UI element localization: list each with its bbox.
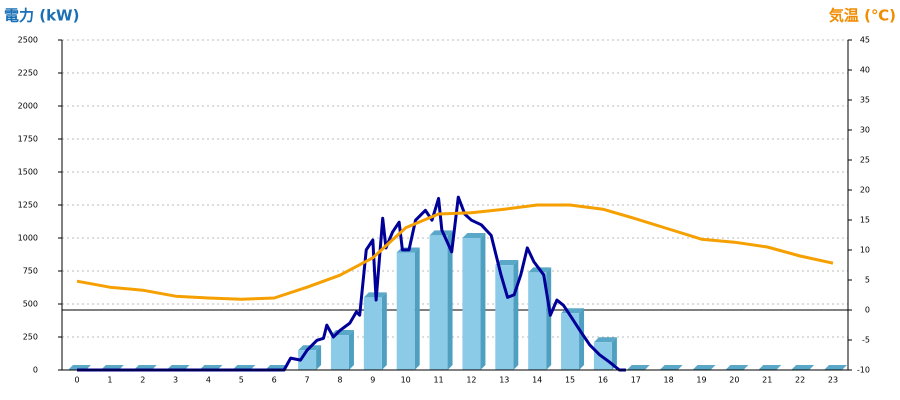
x-tick-label: 14 bbox=[532, 376, 542, 385]
bar-side bbox=[348, 330, 354, 370]
y2-axis-title: 気温 (℃) bbox=[829, 7, 896, 25]
bar-side bbox=[381, 292, 387, 370]
bar-front bbox=[495, 265, 514, 370]
x-tick-label: 15 bbox=[565, 376, 575, 385]
y2-tick-label: 35 bbox=[860, 96, 870, 105]
bar-front bbox=[462, 238, 481, 370]
bar bbox=[758, 365, 782, 370]
y2-tick-label: 0 bbox=[865, 306, 870, 315]
y2-tick-label: -5 bbox=[862, 336, 870, 345]
y2-tick-label: 40 bbox=[860, 66, 870, 75]
bar bbox=[626, 365, 650, 370]
y2-tick-label: 45 bbox=[860, 36, 870, 45]
bar bbox=[528, 267, 552, 370]
x-tick-label: 22 bbox=[795, 376, 805, 385]
y2-tick-label: 5 bbox=[865, 276, 870, 285]
y-tick-label: 500 bbox=[23, 300, 38, 309]
bar-front bbox=[396, 252, 415, 370]
x-tick-label: 17 bbox=[631, 376, 641, 385]
temperature-line bbox=[76, 203, 834, 301]
bar-top bbox=[824, 365, 847, 370]
bar-top bbox=[659, 365, 683, 370]
x-tick-label: 13 bbox=[499, 376, 509, 385]
y2-tick-label: -10 bbox=[857, 366, 870, 375]
x-tick-label: 21 bbox=[762, 376, 772, 385]
bar bbox=[330, 330, 354, 370]
bar-front bbox=[429, 235, 448, 370]
bar-side bbox=[611, 337, 617, 370]
y-axis-title: 電力 (kW) bbox=[4, 7, 79, 25]
y2-tick-label: 15 bbox=[860, 216, 870, 225]
bar-front bbox=[561, 313, 580, 370]
bar-side bbox=[579, 308, 585, 370]
y-tick-label: 2000 bbox=[18, 102, 38, 111]
bar bbox=[429, 230, 453, 370]
x-tick-label: 19 bbox=[696, 376, 706, 385]
bar-top bbox=[791, 365, 815, 370]
x-tick-label: 7 bbox=[305, 376, 310, 385]
y2-tick-label: 30 bbox=[860, 126, 870, 135]
bar-side bbox=[546, 267, 552, 370]
y-tick-label: 1500 bbox=[18, 168, 38, 177]
bar-top bbox=[462, 233, 486, 238]
y2-tick-label: 10 bbox=[860, 246, 870, 255]
bar-front bbox=[330, 335, 349, 370]
x-tick-label: 23 bbox=[828, 376, 838, 385]
y2-tick-label: 25 bbox=[860, 156, 870, 165]
x-tick-label: 2 bbox=[140, 376, 145, 385]
y-tick-label: 1000 bbox=[18, 234, 38, 243]
x-tick-label: 4 bbox=[206, 376, 211, 385]
x-tick-label: 6 bbox=[272, 376, 277, 385]
bar-top bbox=[692, 365, 716, 370]
y-tick-label: 2250 bbox=[18, 69, 38, 78]
x-tick-label: 3 bbox=[173, 376, 178, 385]
y-tick-label: 250 bbox=[23, 333, 38, 342]
bar-side bbox=[480, 233, 486, 370]
bar-front bbox=[363, 297, 382, 370]
power-line bbox=[77, 195, 626, 372]
bar bbox=[462, 233, 486, 370]
bar-top bbox=[626, 365, 650, 370]
bar bbox=[659, 365, 683, 370]
bar bbox=[495, 260, 519, 370]
x-tick-label: 12 bbox=[466, 376, 476, 385]
x-tick-label: 5 bbox=[239, 376, 244, 385]
y-tick-label: 2500 bbox=[18, 36, 38, 45]
bar-side bbox=[513, 260, 519, 370]
bar-side bbox=[447, 230, 453, 370]
bar bbox=[396, 247, 420, 370]
bar-side bbox=[316, 345, 322, 370]
x-tick-label: 9 bbox=[370, 376, 375, 385]
y-tick-label: 1750 bbox=[18, 135, 38, 144]
bar-top bbox=[429, 230, 453, 236]
y-tick-label: 1250 bbox=[18, 201, 38, 210]
bar-side bbox=[414, 247, 420, 370]
bar bbox=[824, 365, 847, 370]
y-tick-label: 0 bbox=[33, 366, 38, 375]
bar-top bbox=[593, 337, 617, 343]
bar-front bbox=[528, 272, 547, 370]
bar bbox=[791, 365, 815, 370]
bar bbox=[363, 292, 387, 370]
bar-top bbox=[758, 365, 782, 370]
bar bbox=[692, 365, 716, 370]
y2-tick-label: 20 bbox=[860, 186, 870, 195]
bar bbox=[725, 365, 749, 370]
x-tick-label: 20 bbox=[729, 376, 739, 385]
x-tick-label: 0 bbox=[74, 376, 79, 385]
y-tick-label: 750 bbox=[23, 267, 38, 276]
bar-top bbox=[495, 260, 519, 266]
x-tick-label: 16 bbox=[598, 376, 608, 385]
x-tick-label: 18 bbox=[664, 376, 674, 385]
x-tick-label: 10 bbox=[401, 376, 411, 385]
x-tick-label: 11 bbox=[433, 376, 443, 385]
x-tick-label: 1 bbox=[107, 376, 112, 385]
bar-top bbox=[725, 365, 749, 370]
x-tick-label: 8 bbox=[337, 376, 342, 385]
